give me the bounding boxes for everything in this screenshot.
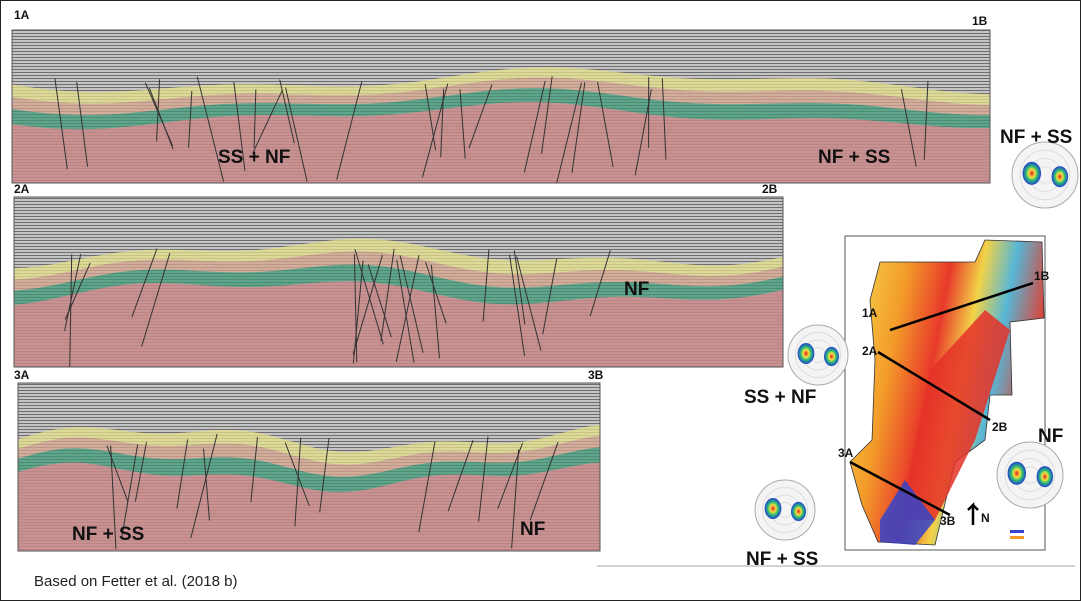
section-label: NF (520, 519, 545, 540)
pole-density (824, 347, 839, 366)
stereonet (997, 442, 1063, 508)
section-start: 1A (14, 8, 30, 22)
seismic-section (14, 197, 783, 367)
stereonet-label: NF + SS (746, 549, 818, 570)
pole-density (791, 502, 806, 521)
section-end: 2B (762, 182, 778, 196)
figure: 1A 1B SS + NF NF + SS 2A 2B NF 3A 3B NF … (0, 0, 1081, 601)
sections (12, 30, 990, 551)
stereonet-label: SS + NF (744, 387, 816, 408)
section-label: SS + NF (218, 147, 290, 168)
stereonet-label: NF (1038, 426, 1063, 447)
caption: Based on Fetter et al. (2018 b) (34, 573, 237, 590)
map-line-label: 3B (940, 514, 956, 528)
section-label: NF (624, 279, 649, 300)
stereonet-label: NF + SS (1000, 127, 1072, 148)
map-line-label: 1A (862, 306, 878, 320)
north-label: N (981, 511, 990, 525)
pole-density (765, 498, 782, 519)
map-line-label: 1B (1034, 269, 1050, 283)
pole-density (1023, 162, 1041, 185)
map-line-label: 2A (862, 344, 878, 358)
map-line-label: 2B (992, 420, 1008, 434)
section-end: 1B (972, 14, 988, 28)
section-end: 3B (588, 368, 604, 382)
pole-density (1037, 466, 1054, 487)
section-start: 2A (14, 182, 30, 196)
pole-density (1008, 462, 1026, 485)
map-line-label: 3A (838, 446, 854, 460)
pole-density (1052, 166, 1069, 187)
section-label: NF + SS (818, 147, 890, 168)
section-start: 3A (14, 368, 30, 382)
pole-density (798, 343, 815, 364)
section-label: NF + SS (72, 524, 144, 545)
stereonet (1012, 142, 1078, 208)
stereonet (788, 325, 848, 385)
stereonet (755, 480, 815, 540)
